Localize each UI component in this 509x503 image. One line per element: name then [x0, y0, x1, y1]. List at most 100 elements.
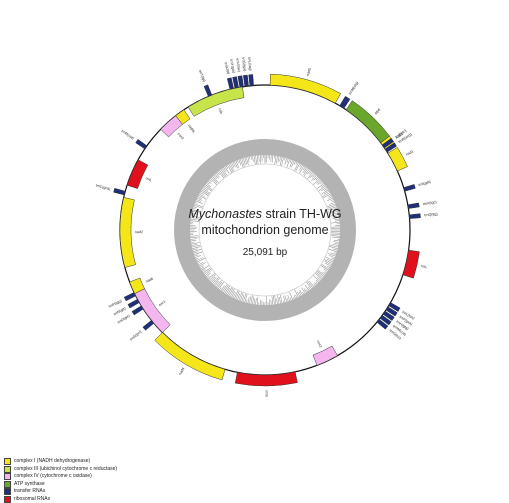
legend-swatch [4, 458, 11, 465]
gc-tick [248, 297, 249, 303]
gc-tick [207, 276, 209, 278]
gc-tick [323, 272, 326, 274]
legend-item: ATP synthase [4, 481, 204, 488]
gene-label: cox2 [316, 340, 323, 349]
gc-tick [277, 299, 278, 304]
gc-tick [331, 236, 339, 237]
gc-tick [290, 298, 291, 301]
gc-tick [333, 249, 337, 250]
gc-tick [237, 160, 238, 163]
gene-block-nad4 [155, 333, 225, 380]
gc-tick [294, 161, 296, 164]
genome-length: 25,091 bp [243, 247, 288, 258]
gc-tick [287, 159, 288, 163]
gc-tick [301, 288, 305, 294]
gc-tick [317, 180, 321, 184]
gc-tick [276, 156, 277, 164]
gc-tick [254, 298, 255, 304]
gc-tick [290, 160, 291, 163]
gc-tick [198, 197, 202, 199]
gene-label: nad4 [178, 367, 186, 376]
gene-block-trnygta [233, 77, 239, 89]
gene-block-trnsgct [143, 320, 154, 330]
gene-label: nad5 [306, 68, 312, 77]
gc-tick [328, 197, 332, 199]
gc-tick [239, 292, 242, 300]
gene-label: cox1 [158, 299, 167, 307]
gc-tick [221, 285, 225, 290]
gene-block-trnptgg [124, 292, 136, 300]
gc-tick [236, 161, 239, 168]
gene-block-trnltag [249, 74, 254, 85]
gc-tick [252, 297, 253, 304]
gc-tick [278, 156, 279, 162]
legend-label: transfer RNAs [14, 488, 45, 495]
gene-block-rrnl [127, 160, 148, 189]
gene-label: trnC(gca) [95, 183, 111, 191]
gene-label: rrnL [145, 176, 152, 182]
gc-tick [210, 277, 215, 281]
gc-tick [333, 244, 339, 245]
gc-tick [203, 270, 206, 272]
gc-tick [296, 295, 297, 298]
gene-block-nad2 [120, 197, 136, 267]
gc-tick [308, 287, 310, 290]
gene-block-trnkttt [227, 78, 233, 90]
gc-tick [302, 292, 303, 294]
gc-tick [191, 239, 197, 240]
gc-tick [215, 174, 219, 178]
legend-item: complex I (NADH dehydrogenase) [4, 458, 204, 465]
gene-label: trnT(tgt) [198, 69, 207, 82]
gc-tick [287, 298, 288, 301]
gene-block-trnatgc [408, 203, 419, 209]
gene-label: cob [218, 108, 224, 115]
gene-block-nad5 [270, 74, 341, 103]
legend-swatch [4, 466, 11, 473]
gc-tick [249, 296, 251, 303]
gc-tick [201, 267, 204, 269]
gc-tick [242, 159, 245, 168]
genome-title-line2: mitochondrion genome [201, 223, 328, 237]
gc-tick [294, 295, 295, 298]
gc-tick [193, 249, 198, 250]
legend-label: complex I (NADH dehydrogenase) [14, 458, 90, 465]
gc-tick [232, 291, 235, 297]
gene-label: trnL(tag) [247, 57, 252, 71]
gene-block-trndgtc [132, 306, 143, 315]
legend-swatch [4, 488, 11, 495]
gene-label: trnK(ttt) [224, 62, 231, 75]
gene-label: nad1 [405, 149, 414, 156]
gc-tick [272, 296, 273, 304]
gc-tick [199, 263, 205, 267]
gc-tick [303, 168, 306, 173]
gene-block-trnmcat [136, 139, 147, 149]
gc-tick [246, 300, 247, 303]
gc-tick [287, 159, 290, 167]
gene-block-trnstga [243, 75, 248, 86]
legend-label: complex IV (cytochrome c oxidase) [14, 473, 92, 480]
gc-tick [331, 258, 334, 259]
legend-item: complex III (ubichinol cytochrome c redu… [4, 466, 204, 473]
gc-tick [321, 187, 327, 191]
gc-tick [215, 281, 219, 285]
gc-tick [191, 242, 195, 243]
gene-label: trnM(atg) [348, 81, 359, 95]
gene-label: atp6 [374, 107, 382, 115]
gc-tick [206, 183, 211, 187]
gc-tick [325, 263, 331, 266]
legend-item: ribosomal RNAs [4, 496, 204, 503]
genome-title-line1: Mychonastes strain TH-WG [188, 207, 341, 221]
gene-label: nad4L [187, 124, 196, 134]
legend-label: ribosomal RNAs [14, 496, 50, 503]
gc-tick [334, 253, 336, 254]
gc-tick [196, 258, 203, 261]
gene-label: trnN(gtt) [113, 306, 126, 316]
legend-item: complex IV (cytochrome c oxidase) [4, 473, 204, 480]
gc-tick [277, 294, 279, 303]
gc-tick [296, 162, 297, 164]
gc-tick [335, 243, 339, 244]
legend-swatch [4, 481, 11, 488]
gc-tick [332, 237, 340, 238]
gene-block-rrns [235, 372, 297, 386]
gc-tick [284, 296, 286, 302]
